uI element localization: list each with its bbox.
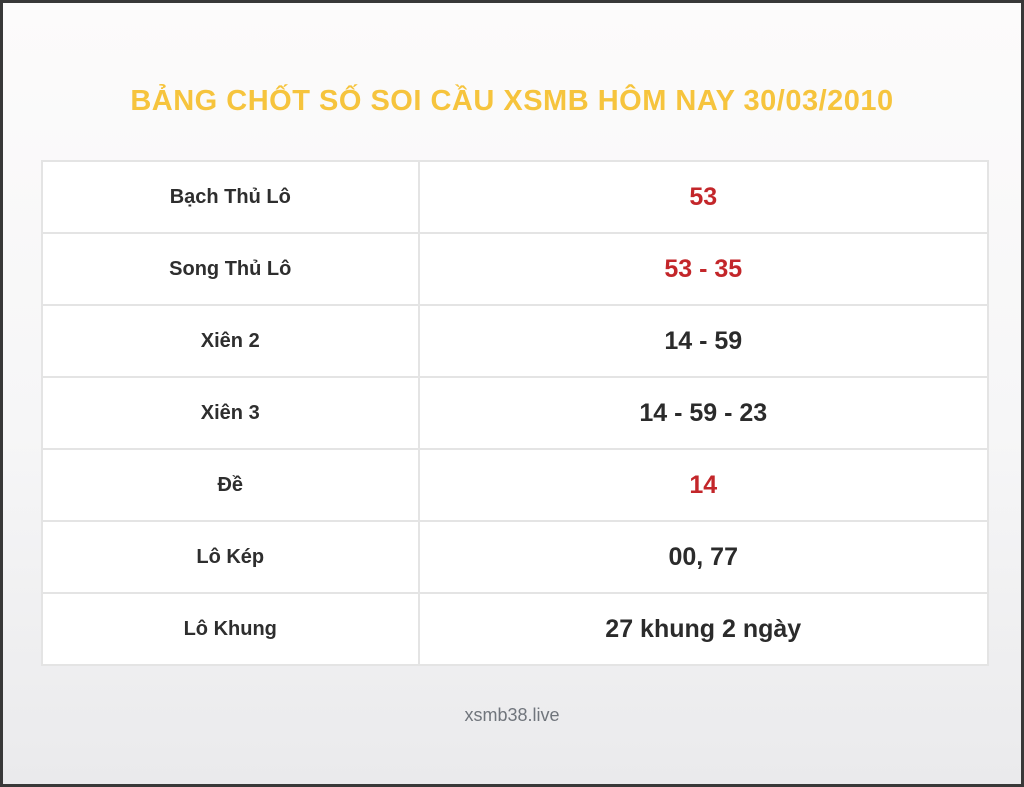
- table-row: Bạch Thủ Lô 53: [41, 160, 989, 234]
- table-row: Đề 14: [41, 448, 989, 522]
- table-row: Lô Khung 27 khung 2 ngày: [41, 592, 989, 666]
- row-label: Đề: [41, 448, 420, 522]
- row-label: Xiên 3: [41, 376, 420, 450]
- site-domain-text: xsmb38.live: [464, 705, 560, 725]
- page-title: BẢNG CHỐT SỐ SOI CẦU XSMB HÔM NAY 30/03/…: [130, 85, 894, 117]
- row-label: Song Thủ Lô: [41, 232, 420, 306]
- row-label: Lô Kép: [41, 520, 420, 594]
- table-row: Lô Kép 00, 77: [41, 520, 989, 594]
- row-value: 53 - 35: [417, 232, 989, 306]
- row-value: 00, 77: [417, 520, 989, 594]
- table-row: Song Thủ Lô 53 - 35: [41, 232, 989, 306]
- table-row: Xiên 3 14 - 59 - 23: [41, 376, 989, 450]
- row-value: 27 khung 2 ngày: [417, 592, 989, 666]
- row-value: 14: [417, 448, 989, 522]
- row-label: Bạch Thủ Lô: [41, 160, 420, 234]
- table-row: Xiên 2 14 - 59: [41, 304, 989, 378]
- row-value: 14 - 59: [417, 304, 989, 378]
- row-label: Lô Khung: [41, 592, 420, 666]
- row-value: 53: [417, 160, 989, 234]
- row-label: Xiên 2: [41, 304, 420, 378]
- soicau-table: Bạch Thủ Lô 53 Song Thủ Lô 53 - 35 Xiên …: [41, 160, 989, 666]
- row-value: 14 - 59 - 23: [417, 376, 989, 450]
